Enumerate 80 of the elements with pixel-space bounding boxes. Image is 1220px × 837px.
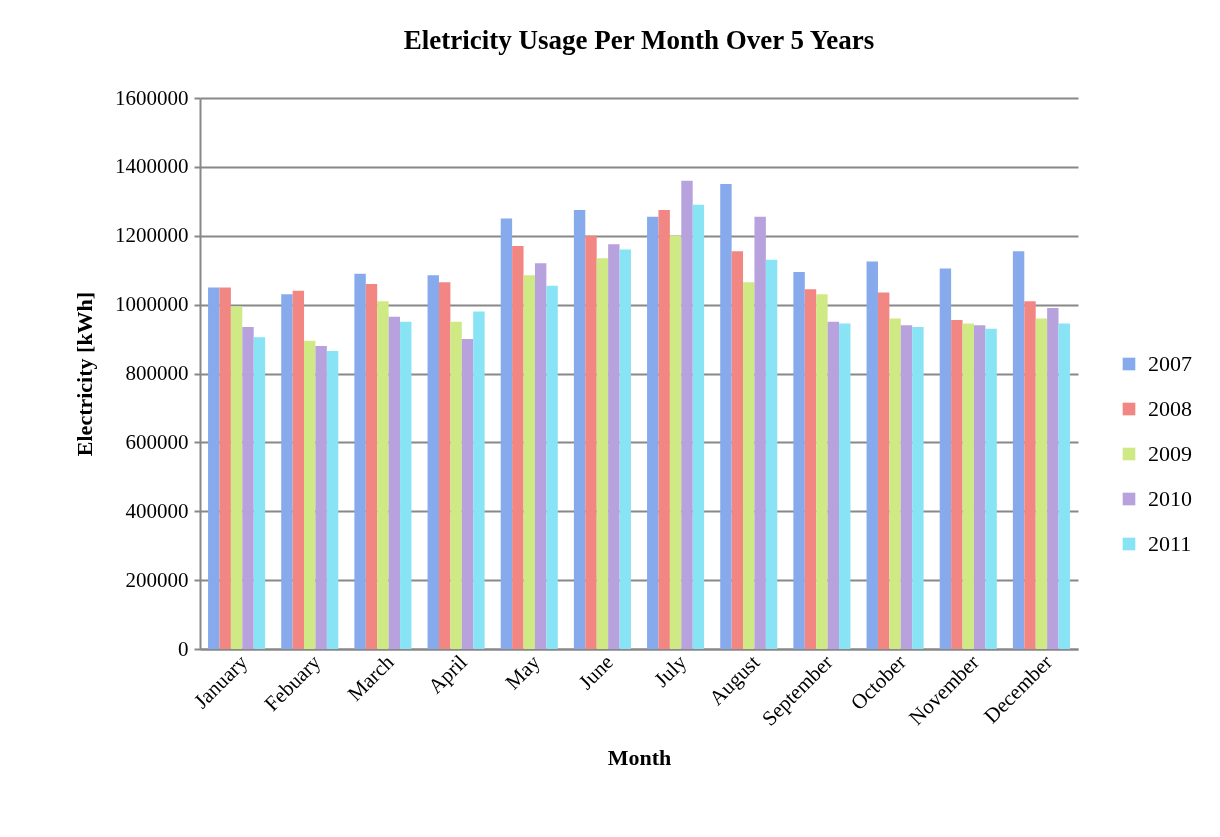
bar: [377, 301, 389, 649]
bar: [365, 283, 378, 649]
bar: [1024, 301, 1036, 649]
x-tick-label: July: [649, 649, 692, 692]
y-tick-label: 1200000: [115, 223, 189, 248]
bar: [951, 320, 963, 649]
x-axis-title: Month: [607, 744, 672, 770]
bar: [731, 251, 744, 649]
bar: [889, 318, 901, 649]
legend-label: 2007: [1148, 351, 1192, 376]
legend-label: 2010: [1148, 486, 1192, 511]
bar: [804, 289, 817, 649]
bar: [877, 292, 890, 649]
bar: [1047, 308, 1059, 649]
x-tick-label: May: [500, 649, 546, 695]
bar: [900, 325, 913, 649]
bar: [681, 180, 693, 649]
bar: [253, 337, 266, 649]
y-tick-label: 1000000: [115, 292, 189, 317]
bar: [619, 249, 631, 649]
legend-label: 2011: [1148, 531, 1192, 556]
bar: [461, 339, 474, 649]
y-axis-title: Electricity [kWh]: [72, 291, 97, 457]
bar: [720, 184, 732, 649]
bar: [281, 294, 293, 649]
bar: [962, 323, 974, 649]
x-tick-label: June: [573, 650, 618, 695]
y-tick-label: 0: [178, 636, 189, 661]
bar: [326, 351, 339, 649]
bar: [839, 323, 851, 649]
bar: [658, 209, 670, 649]
bar: [427, 275, 439, 649]
bar: [230, 306, 243, 649]
bar: [512, 246, 524, 649]
bar: [647, 216, 659, 649]
bar: [973, 325, 986, 649]
chart-title: Eletricity Usage Per Month Over 5 Years: [403, 25, 875, 55]
bar: [765, 259, 778, 649]
bar: [315, 345, 327, 649]
bar: [354, 273, 366, 649]
bar: [450, 321, 462, 649]
bar: [500, 218, 513, 649]
bar: [754, 216, 766, 649]
bar: [523, 275, 535, 649]
bar: [573, 209, 586, 649]
bar: [1012, 251, 1025, 649]
bar: [534, 263, 547, 649]
bar: [596, 258, 609, 649]
bar: [208, 287, 220, 649]
bar: [692, 204, 705, 649]
bar: [608, 244, 620, 649]
bar: [219, 287, 231, 649]
legend-label: 2008: [1148, 396, 1192, 421]
y-tick-label: 1600000: [115, 85, 189, 110]
bar: [546, 285, 558, 649]
bar: [400, 321, 412, 649]
y-tick-label: 400000: [125, 498, 189, 523]
bar: [669, 235, 682, 649]
legend-label: 2009: [1148, 441, 1192, 466]
bar: [985, 328, 997, 649]
y-tick-label: 200000: [125, 567, 189, 592]
bar: [939, 268, 952, 649]
bar: [912, 327, 924, 649]
bar: [242, 327, 254, 649]
bar: [827, 321, 840, 649]
bar: [793, 271, 805, 649]
bar: [585, 235, 597, 649]
bar: [816, 294, 828, 649]
y-tick-label: 800000: [125, 361, 189, 385]
bar: [1058, 323, 1070, 649]
bar: [304, 340, 316, 649]
y-tick-label: 1400000: [115, 154, 189, 179]
y-tick-label: 600000: [125, 429, 189, 454]
bar: [388, 316, 401, 649]
bar: [292, 290, 305, 649]
bar: [1035, 318, 1048, 649]
bar: [473, 311, 485, 649]
bar: [438, 282, 451, 649]
bar: [743, 282, 755, 649]
bar: [866, 261, 878, 649]
